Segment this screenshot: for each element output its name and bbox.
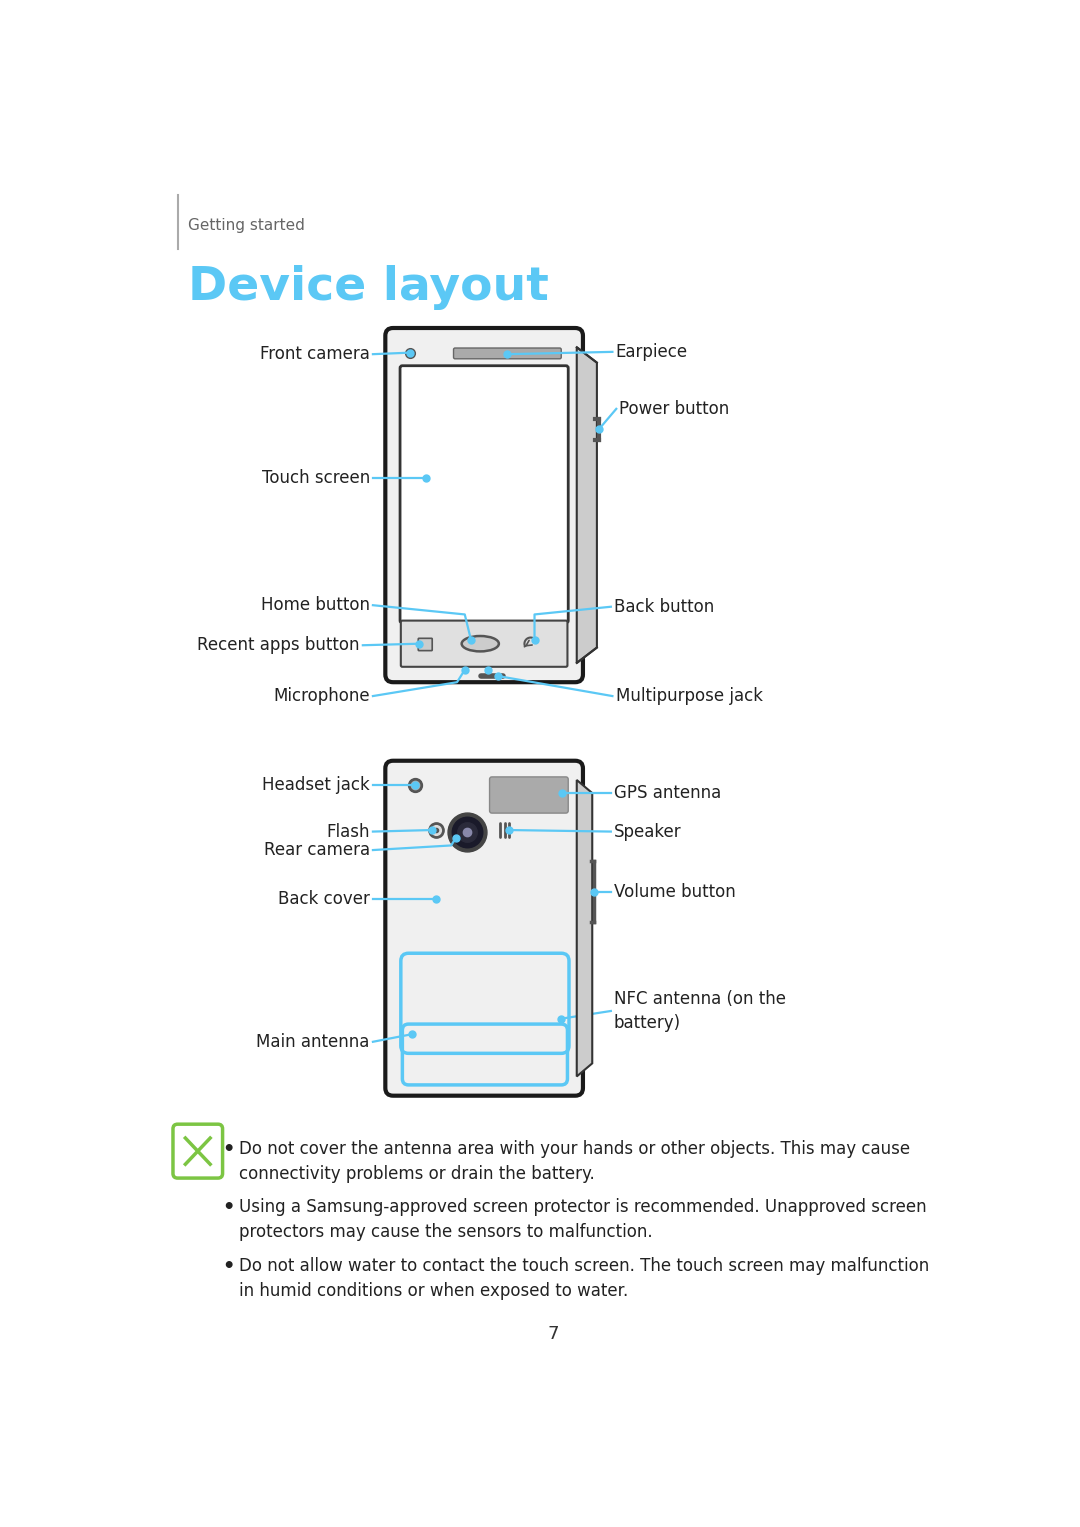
Text: Headset jack: Headset jack <box>262 776 369 794</box>
Text: Earpiece: Earpiece <box>616 344 688 360</box>
FancyBboxPatch shape <box>401 620 567 667</box>
FancyBboxPatch shape <box>386 760 583 1096</box>
Text: 7: 7 <box>548 1325 559 1344</box>
Text: Speaker: Speaker <box>613 823 681 840</box>
Text: Back button: Back button <box>613 597 714 615</box>
Text: Rear camera: Rear camera <box>264 841 369 860</box>
Text: Home button: Home button <box>261 596 369 614</box>
Text: Front camera: Front camera <box>260 345 369 363</box>
Text: Touch screen: Touch screen <box>261 469 369 487</box>
Text: Do not cover the antenna area with your hands or other objects. This may cause
c: Do not cover the antenna area with your … <box>239 1139 910 1182</box>
Text: Main antenna: Main antenna <box>256 1032 369 1051</box>
Text: Microphone: Microphone <box>273 687 369 705</box>
Text: Getting started: Getting started <box>188 218 305 234</box>
Text: •: • <box>221 1139 234 1159</box>
Ellipse shape <box>461 637 499 652</box>
FancyBboxPatch shape <box>173 1124 222 1177</box>
Polygon shape <box>577 780 592 1077</box>
Text: Recent apps button: Recent apps button <box>198 637 360 654</box>
Text: •: • <box>221 1199 234 1217</box>
Text: Volume button: Volume button <box>613 883 735 901</box>
Text: Do not allow water to contact the touch screen. The touch screen may malfunction: Do not allow water to contact the touch … <box>239 1257 929 1299</box>
Text: Flash: Flash <box>326 823 369 840</box>
FancyBboxPatch shape <box>454 348 562 359</box>
Polygon shape <box>577 347 597 663</box>
Text: Device layout: Device layout <box>188 264 549 310</box>
Text: Power button: Power button <box>619 400 730 418</box>
Text: Using a Samsung-approved screen protector is recommended. Unapproved screen
prot: Using a Samsung-approved screen protecto… <box>239 1199 927 1241</box>
Text: NFC antenna (on the
battery): NFC antenna (on the battery) <box>613 989 786 1032</box>
FancyBboxPatch shape <box>418 638 432 651</box>
Text: Multipurpose jack: Multipurpose jack <box>616 687 762 705</box>
Text: Back cover: Back cover <box>278 890 369 909</box>
FancyBboxPatch shape <box>400 366 568 623</box>
FancyBboxPatch shape <box>489 777 568 812</box>
FancyBboxPatch shape <box>386 328 583 683</box>
Text: •: • <box>221 1257 234 1275</box>
Text: GPS antenna: GPS antenna <box>613 783 721 802</box>
